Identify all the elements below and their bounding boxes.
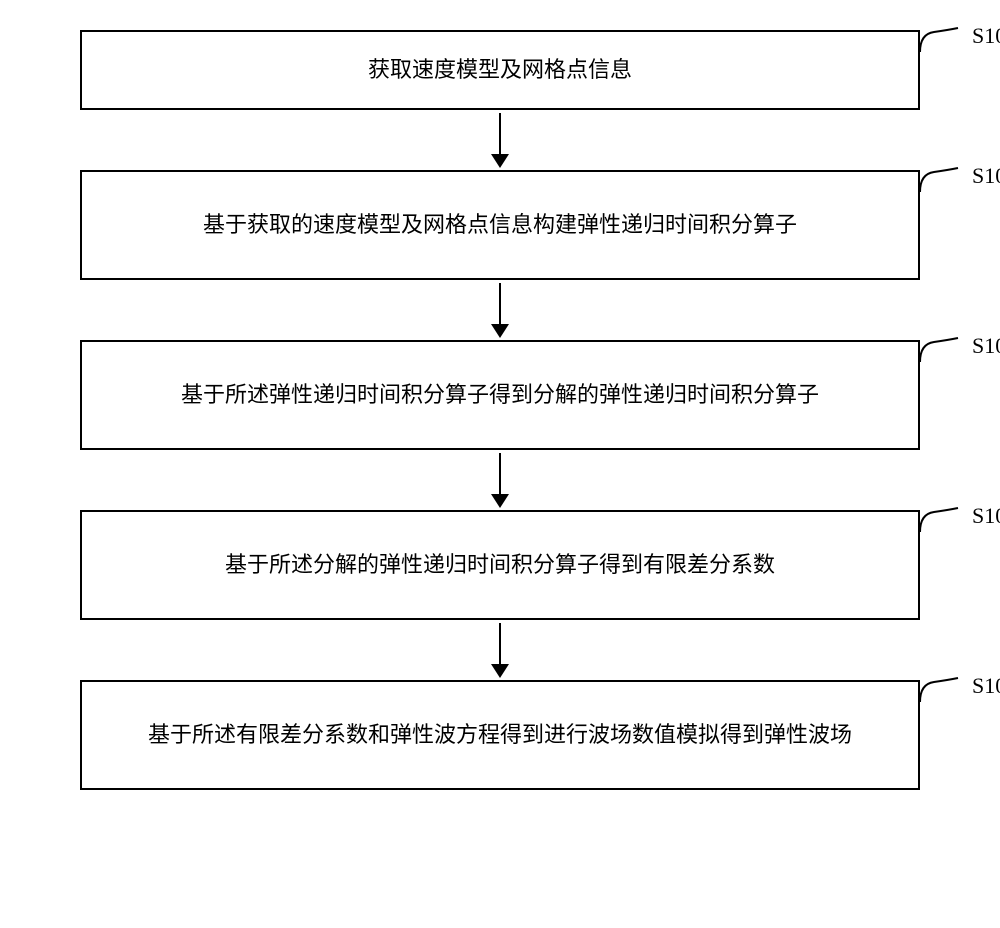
step-wrapper-2: 基于获取的速度模型及网格点信息构建弹性递归时间积分算子 S102	[80, 170, 920, 280]
step-text-1: 获取速度模型及网格点信息	[368, 52, 632, 87]
step-box-1: 获取速度模型及网格点信息 S101	[80, 30, 920, 110]
connector-curve-4	[918, 506, 966, 534]
step-label-4: S104	[972, 498, 1000, 533]
connector-curve-1	[918, 26, 966, 54]
step-text-3: 基于所述弹性递归时间积分算子得到分解的弹性递归时间积分算子	[181, 377, 819, 412]
arrow-head-1	[491, 154, 509, 168]
step-text-4: 基于所述分解的弹性递归时间积分算子得到有限差分系数	[225, 547, 775, 582]
label-group-3: S103	[918, 336, 1000, 364]
step-text-5: 基于所述有限差分系数和弹性波方程得到进行波场数值模拟得到弹性波场	[148, 717, 852, 752]
arrow-head-4	[491, 664, 509, 678]
label-group-4: S104	[918, 506, 1000, 534]
step-wrapper-5: 基于所述有限差分系数和弹性波方程得到进行波场数值模拟得到弹性波场 S105	[80, 680, 920, 790]
step-box-2: 基于获取的速度模型及网格点信息构建弹性递归时间积分算子 S102	[80, 170, 920, 280]
step-wrapper-4: 基于所述分解的弹性递归时间积分算子得到有限差分系数 S104	[80, 510, 920, 620]
arrow-line-2	[499, 283, 501, 325]
step-label-5: S105	[972, 668, 1000, 703]
connector-curve-2	[918, 166, 966, 194]
label-group-2: S102	[918, 166, 1000, 194]
flowchart-container: 获取速度模型及网格点信息 S101 基于获取的速度模型及网格点信息构建弹性递归时…	[0, 30, 1000, 790]
label-group-1: S101	[918, 26, 1000, 54]
step-box-3: 基于所述弹性递归时间积分算子得到分解的弹性递归时间积分算子 S103	[80, 340, 920, 450]
step-label-1: S101	[972, 18, 1000, 53]
arrow-2	[491, 280, 509, 340]
step-label-3: S103	[972, 328, 1000, 363]
step-wrapper-3: 基于所述弹性递归时间积分算子得到分解的弹性递归时间积分算子 S103	[80, 340, 920, 450]
label-group-5: S105	[918, 676, 1000, 704]
arrow-line-4	[499, 623, 501, 665]
arrow-line-3	[499, 453, 501, 495]
step-wrapper-1: 获取速度模型及网格点信息 S101	[80, 30, 920, 110]
step-box-4: 基于所述分解的弹性递归时间积分算子得到有限差分系数 S104	[80, 510, 920, 620]
arrow-head-2	[491, 324, 509, 338]
arrow-head-3	[491, 494, 509, 508]
connector-curve-3	[918, 336, 966, 364]
arrow-4	[491, 620, 509, 680]
step-text-2: 基于获取的速度模型及网格点信息构建弹性递归时间积分算子	[203, 207, 797, 242]
arrow-line-1	[499, 113, 501, 155]
arrow-3	[491, 450, 509, 510]
step-label-2: S102	[972, 158, 1000, 193]
step-box-5: 基于所述有限差分系数和弹性波方程得到进行波场数值模拟得到弹性波场 S105	[80, 680, 920, 790]
connector-curve-5	[918, 676, 966, 704]
arrow-1	[491, 110, 509, 170]
